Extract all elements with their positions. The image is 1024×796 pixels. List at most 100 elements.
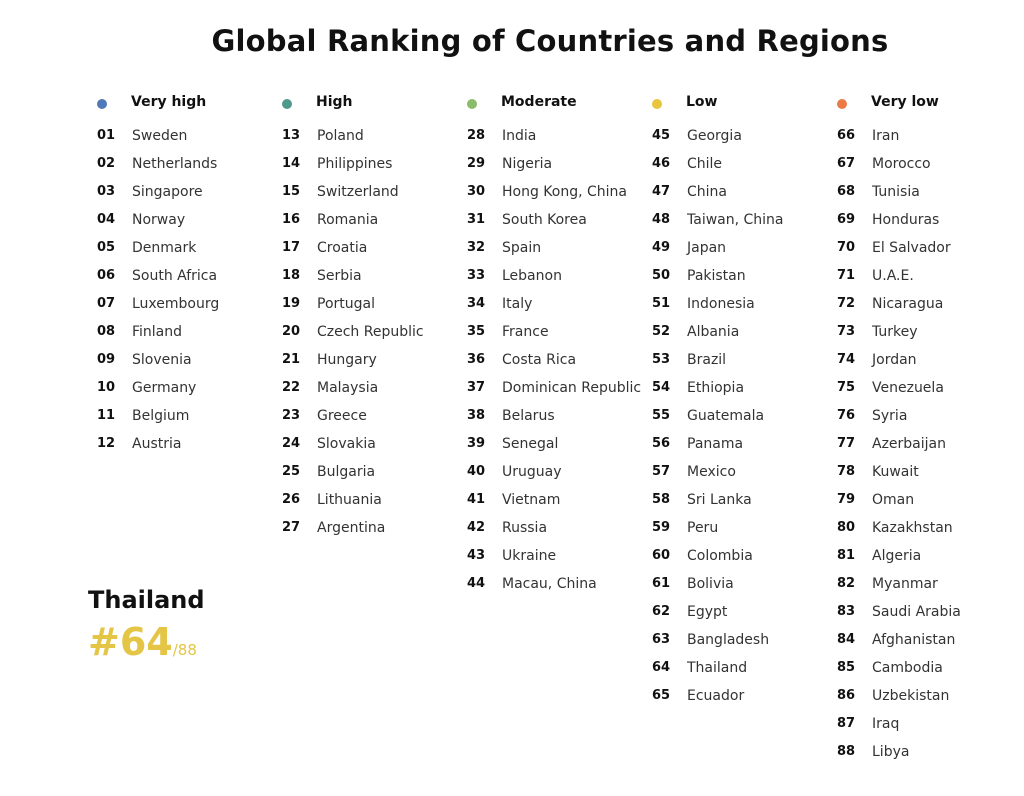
rank-number: 32 <box>467 240 486 255</box>
tier-label: Moderate <box>501 94 577 110</box>
country-name: South Korea <box>502 212 587 228</box>
rank-number: 67 <box>837 156 856 171</box>
country-name: Bulgaria <box>317 464 376 480</box>
country-name: Lithuania <box>317 492 382 508</box>
country-name: Mexico <box>687 464 736 480</box>
country-name: Macau, China <box>502 576 597 592</box>
ranking-row: 35 France <box>467 320 647 344</box>
country-name: Honduras <box>872 212 940 228</box>
ranking-row: 45 Georgia <box>652 124 832 148</box>
rank-number: 39 <box>467 436 486 451</box>
rank-number: 64 <box>652 660 671 675</box>
ranking-row: 29 Nigeria <box>467 152 647 176</box>
ranking-row: 08 Finland <box>97 320 277 344</box>
rank-number: 85 <box>837 660 856 675</box>
tier-dot-icon <box>837 99 847 109</box>
rank-number: 78 <box>837 464 856 479</box>
ranking-row: 67 Morocco <box>837 152 1017 176</box>
country-name: China <box>687 184 727 200</box>
country-name: Serbia <box>317 268 362 284</box>
country-name: Albania <box>687 324 740 340</box>
ranking-row: 76 Syria <box>837 404 1017 428</box>
country-name: Oman <box>872 492 915 508</box>
ranking-row: 47 China <box>652 180 832 204</box>
rank-number: 21 <box>282 352 301 367</box>
ranking-row: 60 Colombia <box>652 544 832 568</box>
rank-number: 38 <box>467 408 486 423</box>
ranking-row: 58 Sri Lanka <box>652 488 832 512</box>
ranking-row: 88 Libya <box>837 740 1017 764</box>
ranking-row: 34 Italy <box>467 292 647 316</box>
ranking-row: 39 Senegal <box>467 432 647 456</box>
ranking-row: 25 Bulgaria <box>282 460 462 484</box>
ranking-row: 26 Lithuania <box>282 488 462 512</box>
country-name: Panama <box>687 436 744 452</box>
rank-number: 07 <box>97 296 116 311</box>
ranking-row: 54 Ethiopia <box>652 376 832 400</box>
rank-number: 66 <box>837 128 856 143</box>
ranking-row: 12 Austria <box>97 432 277 456</box>
ranking-row: 80 Kazakhstan <box>837 516 1017 540</box>
country-name: Guatemala <box>687 408 765 424</box>
rank-number: 77 <box>837 436 856 451</box>
column-very-high: Very high 01 Sweden 02 Netherlands 03 Singapor… <box>97 94 277 460</box>
ranking-row: 64 Thailand <box>652 656 832 680</box>
ranking-row: 69 Honduras <box>837 208 1017 232</box>
ranking-row: 43 Ukraine <box>467 544 647 568</box>
highlight-rank-line: #64/88 <box>88 620 205 664</box>
ranking-row: 79 Oman <box>837 488 1017 512</box>
rank-number: 23 <box>282 408 301 423</box>
rank-number: 88 <box>837 744 856 759</box>
rank-number: 73 <box>837 324 856 339</box>
country-name: Norway <box>132 212 186 228</box>
country-name: El Salvador <box>872 240 951 256</box>
rank-number: 05 <box>97 240 116 255</box>
ranking-row: 85 Cambodia <box>837 656 1017 680</box>
ranking-row: 55 Guatemala <box>652 404 832 428</box>
country-name: Egypt <box>687 604 728 620</box>
rank-number: 87 <box>837 716 856 731</box>
rank-number: 45 <box>652 128 671 143</box>
ranking-row: 22 Malaysia <box>282 376 462 400</box>
country-name: Bangladesh <box>687 632 770 648</box>
country-name: Uruguay <box>502 464 562 480</box>
ranking-row: 27 Argentina <box>282 516 462 540</box>
tier-label: High <box>316 94 353 110</box>
country-name: Costa Rica <box>502 352 577 368</box>
ranking-row: 07 Luxembourg <box>97 292 277 316</box>
country-name: Colombia <box>687 548 753 564</box>
rank-number: 52 <box>652 324 671 339</box>
ranking-row: 20 Czech Republic <box>282 320 462 344</box>
rank-number: 10 <box>97 380 116 395</box>
ranking-row: 56 Panama <box>652 432 832 456</box>
ranking-row: 18 Serbia <box>282 264 462 288</box>
column-low: Low 45 Georgia 46 Chile 47 China 48 Taiwan, Chin… <box>652 94 832 712</box>
ranking-row: 31 South Korea <box>467 208 647 232</box>
rank-number: 34 <box>467 296 486 311</box>
country-name: Morocco <box>872 156 931 172</box>
country-name: France <box>502 324 549 340</box>
highlight-panel: Thailand #64/88 <box>88 586 205 664</box>
country-name: Austria <box>132 436 182 452</box>
rank-number: 80 <box>837 520 856 535</box>
country-name: Lebanon <box>502 268 562 284</box>
ranking-row: 82 Myanmar <box>837 572 1017 596</box>
rank-number: 62 <box>652 604 671 619</box>
country-name: Germany <box>132 380 197 396</box>
rank-number: 75 <box>837 380 856 395</box>
ranking-row: 84 Afghanistan <box>837 628 1017 652</box>
ranking-row: 19 Portugal <box>282 292 462 316</box>
ranking-row: 81 Algeria <box>837 544 1017 568</box>
rank-number: 53 <box>652 352 671 367</box>
country-name: Jordan <box>872 352 917 368</box>
country-name: Ecuador <box>687 688 745 704</box>
rank-number: 35 <box>467 324 486 339</box>
country-name: Vietnam <box>502 492 561 508</box>
country-name: Bolivia <box>687 576 734 592</box>
rank-number: 08 <box>97 324 116 339</box>
ranking-row: 15 Switzerland <box>282 180 462 204</box>
highlight-country: Thailand <box>88 586 205 614</box>
country-name: Russia <box>502 520 548 536</box>
country-name: Myanmar <box>872 576 938 592</box>
rank-number: 68 <box>837 184 856 199</box>
